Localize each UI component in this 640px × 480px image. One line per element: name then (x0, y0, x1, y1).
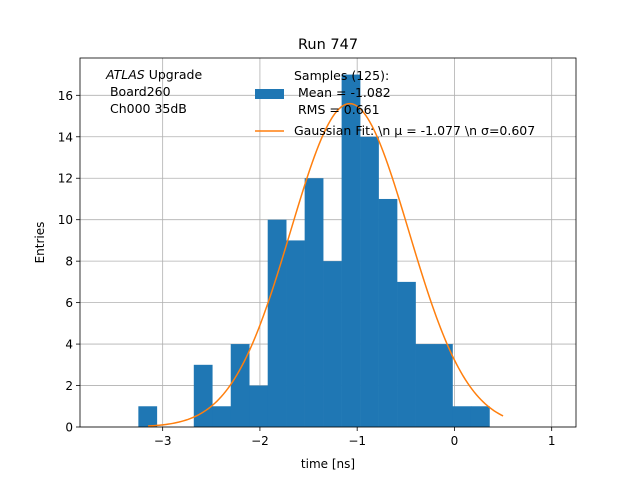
annotation-atlas: ATLAS (105, 67, 145, 82)
histogram-bar-7 (267, 219, 287, 427)
histogram-bar-5 (230, 344, 250, 427)
plot-frame (79, 57, 577, 428)
gaussian-fit (148, 102, 504, 427)
y-axis-ticks: 0 2 4 6 8 10 12 14 16 (58, 89, 80, 435)
x-axis-label: time [ns] (301, 457, 355, 471)
y-tick-label-8: 16 (58, 89, 73, 103)
gaussian-fit-line (148, 102, 504, 427)
y-tick-label-7: 14 (58, 130, 73, 144)
histogram-bar-3 (193, 364, 213, 427)
y-tick-label-1: 2 (65, 379, 73, 393)
x-tick-label-1: −2 (251, 434, 269, 448)
legend-samples-line-2: Mean = -1.082 (294, 85, 391, 100)
x-axis-ticks: −3 −2 −1 0 1 (154, 427, 556, 448)
y-tick-label-0: 0 (65, 421, 73, 435)
annotation-line-1: ATLAS Upgrade (105, 67, 202, 82)
histogram-bar-6 (249, 385, 269, 427)
legend-swatch-samples (255, 89, 284, 99)
legend-fit-label: Gaussian Fit: \n μ = -1.077 \n σ=0.607 (294, 123, 535, 138)
histogram-bar-16 (434, 344, 453, 427)
y-tick-label-3: 6 (65, 296, 73, 310)
annotation-upgrade: Upgrade (145, 67, 203, 82)
histogram-bars (138, 74, 490, 428)
y-tick-label-4: 8 (65, 255, 73, 269)
histogram-bar-12 (360, 136, 379, 428)
chart-title: Run 747 (298, 37, 358, 53)
y-tick-label-2: 4 (65, 338, 73, 352)
y-tick-label-6: 12 (58, 172, 73, 186)
histogram-bar-4 (212, 406, 232, 427)
histogram-bar-13 (378, 198, 398, 427)
histogram-bar-8 (286, 240, 305, 427)
legend: Samples (125): Mean = -1.082 RMS = 0.661… (255, 68, 535, 138)
histogram-bar-17 (452, 406, 472, 427)
histogram-bar-14 (397, 281, 416, 427)
histogram-bar-0 (138, 406, 158, 427)
atlas-annotation: ATLAS Upgrade Board260 Ch000 35dB (105, 67, 202, 116)
annotation-line-2: Board260 (106, 84, 171, 99)
histogram-bar-10 (323, 261, 342, 427)
annotation-line-3: Ch000 35dB (106, 101, 187, 116)
x-tick-label-3: 0 (451, 434, 459, 448)
y-axis-label: Entries (33, 222, 47, 264)
histogram-bar-9 (304, 178, 324, 427)
y-tick-label-5: 10 (58, 213, 73, 227)
x-tick-label-2: −1 (348, 434, 366, 448)
histogram-bar-15 (415, 344, 435, 427)
histogram-bar-18 (470, 406, 490, 427)
x-tick-label-4: 1 (548, 434, 556, 448)
x-tick-label-0: −3 (154, 434, 172, 448)
legend-samples-line-3: RMS = 0.661 (294, 102, 380, 117)
histogram-bar-11 (341, 74, 361, 428)
legend-samples-line-1: Samples (125): (294, 68, 389, 83)
